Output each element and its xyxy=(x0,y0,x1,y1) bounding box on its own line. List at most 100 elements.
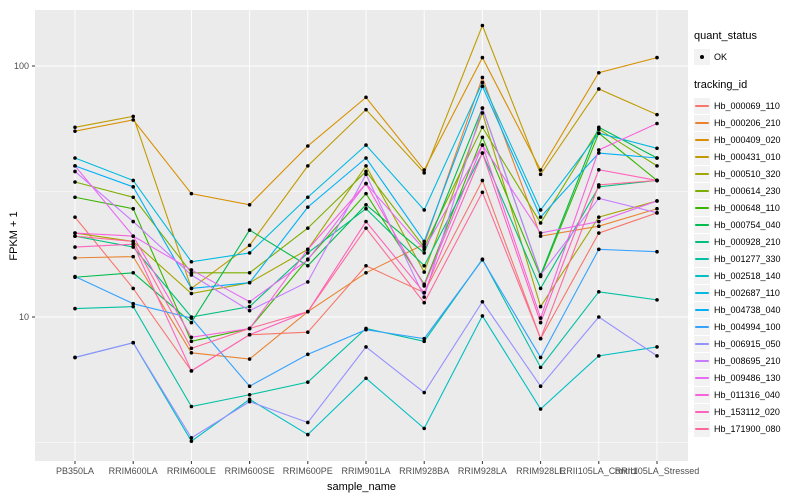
data-point xyxy=(597,224,601,229)
data-point xyxy=(480,75,485,80)
legend-item-label: Hb_000069_110 xyxy=(714,100,780,111)
data-point xyxy=(73,256,77,260)
data-point xyxy=(306,280,310,284)
series-color-line-icon xyxy=(695,206,709,209)
data-point xyxy=(422,251,427,255)
data-point xyxy=(189,404,194,409)
data-point xyxy=(364,191,368,196)
data-point xyxy=(655,121,659,126)
series-color-line-icon xyxy=(695,376,709,379)
data-point xyxy=(306,226,310,230)
legend-item-Hb_002687_110: Hb_002687_110 xyxy=(694,284,800,301)
data-point xyxy=(131,234,135,238)
data-point xyxy=(655,199,659,203)
data-point xyxy=(364,181,368,186)
data-point xyxy=(189,439,194,444)
data-point xyxy=(131,114,135,119)
data-point xyxy=(364,143,368,147)
data-point xyxy=(597,148,601,152)
series-color-line-icon xyxy=(695,240,709,243)
legend: quant_status OK tracking_id Hb_000069_11… xyxy=(694,26,800,437)
x-axis-title: sample_name xyxy=(326,481,397,493)
series-color-line-icon xyxy=(695,172,709,175)
data-point xyxy=(189,259,194,264)
legend-title-tracking-id: tracking_id xyxy=(694,79,748,91)
data-point xyxy=(189,351,194,355)
data-point xyxy=(538,208,543,212)
data-point xyxy=(480,55,485,60)
data-point xyxy=(73,234,77,238)
data-point xyxy=(422,247,427,252)
legend-key-box xyxy=(694,267,710,284)
data-point xyxy=(306,195,310,200)
series-color-line-icon xyxy=(695,410,709,413)
data-point xyxy=(247,326,252,331)
data-point xyxy=(73,195,77,200)
legend-key-box xyxy=(694,420,710,437)
data-point xyxy=(538,221,543,225)
data-point xyxy=(597,87,601,91)
data-point xyxy=(597,167,601,172)
data-point xyxy=(364,271,368,275)
legend-title-quant-status: quant_status xyxy=(694,30,757,42)
data-point xyxy=(597,354,601,358)
legend-item-label: Hb_000648_110 xyxy=(714,202,780,213)
data-point xyxy=(480,178,485,183)
data-point xyxy=(538,320,543,325)
data-point xyxy=(306,205,310,209)
data-point xyxy=(247,392,252,397)
legend-item-label: Hb_000206_210 xyxy=(714,117,781,128)
data-point xyxy=(247,271,252,275)
y-tick-label: 10 xyxy=(19,312,29,322)
data-point xyxy=(131,206,135,211)
x-tick-label: RRIM928BA xyxy=(399,466,449,476)
data-point xyxy=(422,168,427,172)
data-point xyxy=(131,301,135,306)
x-tick-label: RRIM600LE xyxy=(167,466,216,476)
legend-item-Hb_000431_010: Hb_000431_010 xyxy=(694,148,800,165)
legend-item-Hb_001277_330: Hb_001277_330 xyxy=(694,250,800,267)
data-point xyxy=(73,215,77,219)
data-point xyxy=(189,268,194,272)
data-point xyxy=(538,172,543,177)
data-point xyxy=(538,304,543,309)
data-point xyxy=(73,245,77,249)
series-color-line-icon xyxy=(695,223,709,226)
data-point xyxy=(189,316,194,320)
legend-item-label: Hb_000409_020 xyxy=(714,134,781,145)
data-point xyxy=(131,245,135,249)
legend-item-label: Hb_004994_100 xyxy=(714,321,781,332)
data-point xyxy=(480,314,485,318)
data-point xyxy=(189,346,194,351)
data-point xyxy=(189,339,194,344)
data-point xyxy=(480,80,485,85)
data-point xyxy=(73,156,77,160)
series-color-line-icon xyxy=(695,155,709,158)
data-point xyxy=(597,215,601,219)
legend-item-label: Hb_002518_140 xyxy=(714,270,781,281)
y-tick-label: 100 xyxy=(14,61,29,71)
legend-item-Hb_011316_040: Hb_011316_040 xyxy=(694,386,800,403)
legend-key-box xyxy=(694,165,710,182)
data-point xyxy=(189,369,194,373)
data-point xyxy=(538,336,543,341)
legend-item-Hb_000510_320: Hb_000510_320 xyxy=(694,165,800,182)
series-color-line-icon xyxy=(695,121,709,124)
data-point xyxy=(73,355,77,360)
legend-item-Hb_000206_210: Hb_000206_210 xyxy=(694,114,800,131)
data-point xyxy=(538,365,543,370)
data-point xyxy=(131,242,135,247)
legend-item-label: Hb_000510_320 xyxy=(714,168,781,179)
legend-item-label: Hb_000754_040 xyxy=(714,219,781,230)
legend-item-label: Hb_001277_330 xyxy=(714,253,781,264)
legend-key-box xyxy=(694,250,710,267)
data-point xyxy=(247,332,252,337)
data-point xyxy=(306,330,310,334)
data-point xyxy=(364,156,368,160)
data-point xyxy=(480,190,485,195)
data-point xyxy=(538,234,543,238)
data-point xyxy=(247,304,252,309)
data-point xyxy=(655,206,659,211)
data-point xyxy=(480,143,485,147)
legend-item-label: Hb_002687_110 xyxy=(714,287,780,298)
